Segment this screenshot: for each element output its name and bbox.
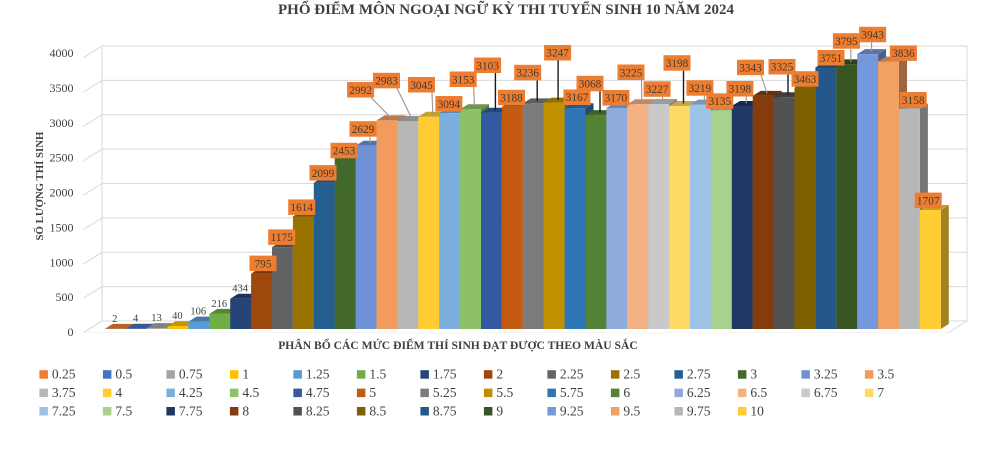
svg-text:3236: 3236 xyxy=(516,68,539,80)
svg-text:8: 8 xyxy=(242,404,249,419)
svg-text:3188: 3188 xyxy=(500,93,523,105)
svg-text:1: 1 xyxy=(242,367,249,382)
svg-text:4000: 4000 xyxy=(50,46,74,60)
svg-text:9.5: 9.5 xyxy=(623,404,640,419)
svg-text:13: 13 xyxy=(151,313,162,324)
svg-text:7.5: 7.5 xyxy=(115,404,132,419)
svg-text:3135: 3135 xyxy=(709,96,732,108)
svg-text:2.25: 2.25 xyxy=(560,367,584,382)
svg-text:3170: 3170 xyxy=(605,93,628,105)
svg-text:10: 10 xyxy=(750,404,764,419)
svg-text:1500: 1500 xyxy=(50,220,74,234)
svg-text:3.25: 3.25 xyxy=(814,367,838,382)
svg-text:2629: 2629 xyxy=(352,124,375,136)
svg-text:3.5: 3.5 xyxy=(877,367,894,382)
svg-text:2.5: 2.5 xyxy=(623,367,640,382)
svg-text:3227: 3227 xyxy=(646,84,669,96)
svg-text:4: 4 xyxy=(133,314,139,325)
svg-text:3158: 3158 xyxy=(902,95,925,107)
svg-text:8.25: 8.25 xyxy=(306,404,330,419)
svg-text:5: 5 xyxy=(369,385,376,400)
svg-text:3325: 3325 xyxy=(771,62,794,74)
svg-text:3198: 3198 xyxy=(729,84,752,96)
svg-text:3943: 3943 xyxy=(861,30,884,42)
svg-text:1707: 1707 xyxy=(917,195,940,207)
svg-text:9.75: 9.75 xyxy=(687,404,711,419)
svg-text:1.5: 1.5 xyxy=(369,367,386,382)
svg-text:5.5: 5.5 xyxy=(496,385,513,400)
svg-text:7.75: 7.75 xyxy=(179,404,203,419)
svg-text:2983: 2983 xyxy=(375,76,398,88)
svg-text:3500: 3500 xyxy=(50,81,74,95)
svg-text:4.25: 4.25 xyxy=(179,385,203,400)
svg-text:3463: 3463 xyxy=(794,74,817,86)
svg-text:3247: 3247 xyxy=(546,48,569,60)
svg-text:3343: 3343 xyxy=(739,62,762,74)
svg-text:2: 2 xyxy=(112,314,117,325)
svg-text:2099: 2099 xyxy=(312,168,335,180)
svg-text:8.75: 8.75 xyxy=(433,404,457,419)
svg-text:1614: 1614 xyxy=(290,202,313,214)
svg-text:0.5: 0.5 xyxy=(115,367,132,382)
svg-text:3094: 3094 xyxy=(438,99,461,111)
svg-text:2992: 2992 xyxy=(349,85,372,97)
svg-text:8.5: 8.5 xyxy=(369,404,386,419)
svg-text:106: 106 xyxy=(190,307,206,318)
svg-text:3219: 3219 xyxy=(689,83,712,95)
svg-text:4.5: 4.5 xyxy=(242,385,259,400)
svg-text:1.25: 1.25 xyxy=(306,367,330,382)
svg-text:0: 0 xyxy=(68,325,74,339)
svg-text:4.75: 4.75 xyxy=(306,385,330,400)
svg-text:1.75: 1.75 xyxy=(433,367,457,382)
svg-text:SỐ LƯỢNG THÍ SINH: SỐ LƯỢNG THÍ SINH xyxy=(33,131,46,240)
svg-text:3: 3 xyxy=(750,367,757,382)
svg-text:PHÂN BỔ CÁC MỨC ĐIỂM THÍ SINH: PHÂN BỔ CÁC MỨC ĐIỂM THÍ SINH ĐẠT ĐƯỢC T… xyxy=(278,337,638,352)
svg-text:795: 795 xyxy=(255,258,272,270)
svg-text:2000: 2000 xyxy=(50,186,74,200)
svg-text:6: 6 xyxy=(623,385,630,400)
svg-text:3000: 3000 xyxy=(50,116,74,130)
svg-text:0.25: 0.25 xyxy=(52,367,76,382)
svg-text:2.75: 2.75 xyxy=(687,367,711,382)
svg-text:2453: 2453 xyxy=(333,146,356,158)
svg-text:9.25: 9.25 xyxy=(560,404,584,419)
svg-text:3103: 3103 xyxy=(476,60,499,72)
svg-text:7: 7 xyxy=(877,385,884,400)
svg-text:3198: 3198 xyxy=(666,58,689,70)
svg-text:9: 9 xyxy=(496,404,503,419)
svg-text:3.75: 3.75 xyxy=(52,385,76,400)
svg-text:40: 40 xyxy=(172,311,183,322)
svg-text:500: 500 xyxy=(56,290,74,304)
svg-text:4: 4 xyxy=(115,385,122,400)
svg-text:2500: 2500 xyxy=(50,151,74,165)
svg-text:434: 434 xyxy=(232,284,249,295)
svg-text:5.25: 5.25 xyxy=(433,385,457,400)
svg-text:7.25: 7.25 xyxy=(52,404,76,419)
svg-text:PHỔ ĐIỂM MÔN NGOẠI NGỮ KỲ THI: PHỔ ĐIỂM MÔN NGOẠI NGỮ KỲ THI TUYỂN SINH… xyxy=(278,0,734,18)
svg-text:2: 2 xyxy=(496,367,503,382)
svg-text:1000: 1000 xyxy=(50,255,74,269)
svg-text:3167: 3167 xyxy=(566,92,589,104)
svg-text:216: 216 xyxy=(211,299,227,310)
svg-text:6.5: 6.5 xyxy=(750,385,767,400)
svg-text:3795: 3795 xyxy=(835,36,858,48)
svg-text:0.75: 0.75 xyxy=(179,367,203,382)
svg-text:6.25: 6.25 xyxy=(687,385,711,400)
svg-text:3045: 3045 xyxy=(410,80,433,92)
svg-text:3068: 3068 xyxy=(579,79,602,91)
svg-text:5.75: 5.75 xyxy=(560,385,584,400)
svg-text:6.75: 6.75 xyxy=(814,385,838,400)
svg-text:3225: 3225 xyxy=(620,67,643,79)
svg-text:3836: 3836 xyxy=(892,48,915,60)
svg-text:1175: 1175 xyxy=(271,232,294,244)
svg-text:3751: 3751 xyxy=(820,53,843,65)
svg-text:3153: 3153 xyxy=(452,74,475,86)
